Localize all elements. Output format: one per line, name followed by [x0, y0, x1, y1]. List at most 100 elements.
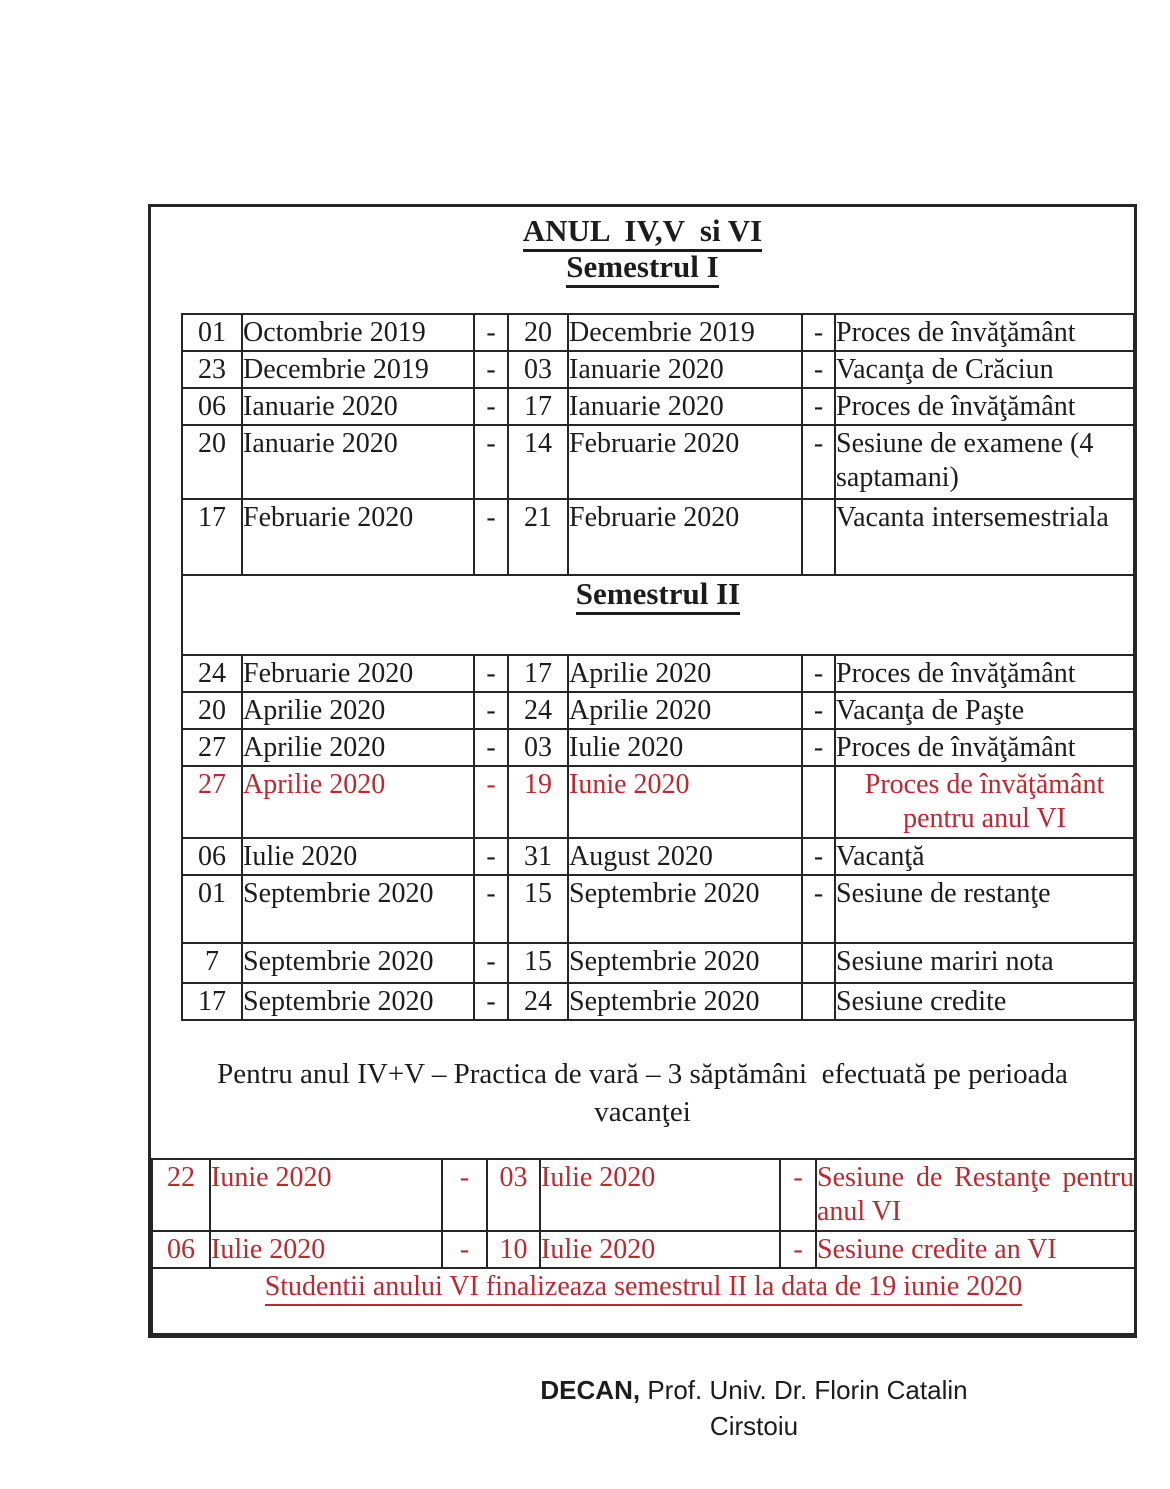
description-cell: Sesiune de restanţe	[834, 874, 1135, 944]
calendar-row: 06 Ianuarie 2020-17 Ianuarie 2020- Proces d…	[181, 387, 1135, 426]
semester-schedule-table: 01 Octombrie 2019-20 Decembrie 2019- Proces…	[181, 313, 1135, 1021]
end-day-cell: 20	[507, 313, 569, 352]
start-day-cell: 27	[181, 765, 243, 839]
separator-cell: -	[801, 654, 836, 693]
separator-cell: -	[473, 424, 509, 500]
year6-rows: 22 Iunie 2020-03 Iulie 2020- Sesiune de Res…	[151, 1158, 1136, 1269]
separator-cell: -	[801, 691, 836, 730]
calendar-row: 01 Septembrie 2020-15 Septembrie 2020- Sesi…	[181, 874, 1135, 944]
description-cell: Proces de învăţământ	[834, 728, 1135, 767]
description-cell: Vacanţa de Crăciun	[834, 350, 1135, 389]
description-cell: Sesiune de Restanţe pentru anul VI	[815, 1158, 1136, 1232]
separator-cell: -	[801, 424, 836, 500]
separator-cell: -	[473, 765, 509, 839]
description-cell: Vacanţa de Paşte	[834, 691, 1135, 730]
end-day-cell: 14	[507, 424, 569, 500]
description-cell: Sesiune credite an VI	[815, 1230, 1136, 1269]
separator-cell: -	[473, 654, 509, 693]
end-month-cell: Septembrie 2020	[567, 982, 803, 1021]
start-day-cell: 17	[181, 498, 243, 576]
description-cell: Proces de învăţământ pentru anul VI	[834, 765, 1135, 839]
separator-cell: -	[779, 1230, 817, 1269]
end-day-cell: 19	[507, 765, 569, 839]
summer-practice-note: Pentru anul IV+V – Practica de vară – 3 …	[217, 1058, 1076, 1128]
description-cell: Sesiune credite	[834, 982, 1135, 1021]
start-month-cell: Decembrie 2019	[241, 350, 475, 389]
start-day-cell: 20	[181, 691, 243, 730]
separator-cell: -	[473, 982, 509, 1021]
start-month-cell: Septembrie 2020	[241, 874, 475, 944]
start-month-cell: Aprilie 2020	[241, 728, 475, 767]
start-month-cell: Aprilie 2020	[241, 765, 475, 839]
start-month-cell: Septembrie 2020	[241, 942, 475, 984]
separator-cell: -	[473, 691, 509, 730]
calendar-row: 23 Decembrie 2019-03 Ianuarie 2020- Vacanţa…	[181, 350, 1135, 389]
end-day-cell: 15	[507, 874, 569, 944]
description-cell: Sesiune mariri nota	[834, 942, 1135, 984]
separator-cell: -	[473, 313, 509, 352]
separator-cell: -	[473, 350, 509, 389]
end-month-cell: Ianuarie 2020	[567, 387, 803, 426]
start-month-cell: Februarie 2020	[241, 498, 475, 576]
start-day-cell: 01	[181, 874, 243, 944]
separator-cell: -	[441, 1158, 488, 1232]
end-month-cell: Februarie 2020	[567, 424, 803, 500]
separator-cell	[801, 765, 836, 839]
end-day-cell: 17	[507, 654, 569, 693]
semester1-rows: 01 Octombrie 2019-20 Decembrie 2019- Proces…	[181, 313, 1135, 576]
end-month-cell: Iulie 2020	[539, 1230, 781, 1269]
separator-cell: -	[801, 837, 836, 876]
start-day-cell: 06	[181, 837, 243, 876]
separator-cell	[801, 498, 836, 576]
end-day-cell: 03	[486, 1158, 541, 1232]
start-month-cell: Iulie 2020	[209, 1230, 443, 1269]
end-day-cell: 31	[507, 837, 569, 876]
end-month-cell: August 2020	[567, 837, 803, 876]
document-title: ANUL IV,V si VI	[151, 213, 1134, 252]
separator-cell: -	[473, 942, 509, 984]
separator-cell: -	[801, 350, 836, 389]
calendar-box: ANUL IV,V si VI Semestrul I 01 Octombrie …	[148, 204, 1137, 1338]
end-day-cell: 15	[507, 942, 569, 984]
separator-cell	[801, 942, 836, 984]
year6-schedule-table: 22 Iunie 2020-03 Iulie 2020- Sesiune de Res…	[151, 1158, 1136, 1335]
start-day-cell: 20	[181, 424, 243, 500]
start-day-cell: 27	[181, 728, 243, 767]
start-day-cell: 24	[181, 654, 243, 693]
start-month-cell: Septembrie 2020	[241, 982, 475, 1021]
separator-cell: -	[473, 874, 509, 944]
end-month-cell: Iunie 2020	[567, 765, 803, 839]
start-day-cell: 06	[181, 387, 243, 426]
final-note-row: Studentii anului VI finalizeaza semestru…	[151, 1267, 1136, 1335]
calendar-row: 24 Februarie 2020-17 Aprilie 2020- Proces d…	[181, 654, 1135, 693]
end-month-cell: Iulie 2020	[567, 728, 803, 767]
semester2-heading-cell: Semestrul II	[181, 574, 1135, 656]
end-day-cell: 17	[507, 387, 569, 426]
description-cell: Proces de învăţământ	[834, 654, 1135, 693]
start-day-cell: 17	[181, 982, 243, 1021]
separator-cell: -	[801, 728, 836, 767]
separator-cell: -	[473, 837, 509, 876]
end-day-cell: 03	[507, 728, 569, 767]
semester2-rows: 24 Februarie 2020-17 Aprilie 2020- Proces d…	[181, 654, 1135, 1021]
start-month-cell: Octombrie 2019	[241, 313, 475, 352]
start-day-cell: 23	[181, 350, 243, 389]
end-month-cell: Iulie 2020	[539, 1158, 781, 1232]
start-month-cell: Aprilie 2020	[241, 691, 475, 730]
end-month-cell: Septembrie 2020	[567, 874, 803, 944]
final-note-section: Studentii anului VI finalizeaza semestru…	[151, 1267, 1136, 1335]
calendar-row: 17 Februarie 2020-21 Februarie 2020 Vacanta…	[181, 498, 1135, 576]
end-day-cell: 21	[507, 498, 569, 576]
signature: DECAN, Prof. Univ. Dr. Florin Catalin Ci…	[514, 1372, 994, 1444]
separator-cell: -	[801, 387, 836, 426]
start-month-cell: Iunie 2020	[209, 1158, 443, 1232]
start-day-cell: 7	[181, 942, 243, 984]
document-title-text: ANUL IV,V si VI	[522, 213, 763, 252]
calendar-row: 27 Aprilie 2020-19 Iunie 2020 Proces de înv…	[181, 765, 1135, 839]
description-cell: Sesiune de examene (4 saptamani)	[834, 424, 1135, 500]
calendar-row: 20 Ianuarie 2020-14 Februarie 2020- Sesiune…	[181, 424, 1135, 500]
calendar-row: 06 Iulie 2020-31 August 2020- Vacanţă	[181, 837, 1135, 876]
start-month-cell: Februarie 2020	[241, 654, 475, 693]
calendar-row: 27 Aprilie 2020-03 Iulie 2020- Proces de în…	[181, 728, 1135, 767]
